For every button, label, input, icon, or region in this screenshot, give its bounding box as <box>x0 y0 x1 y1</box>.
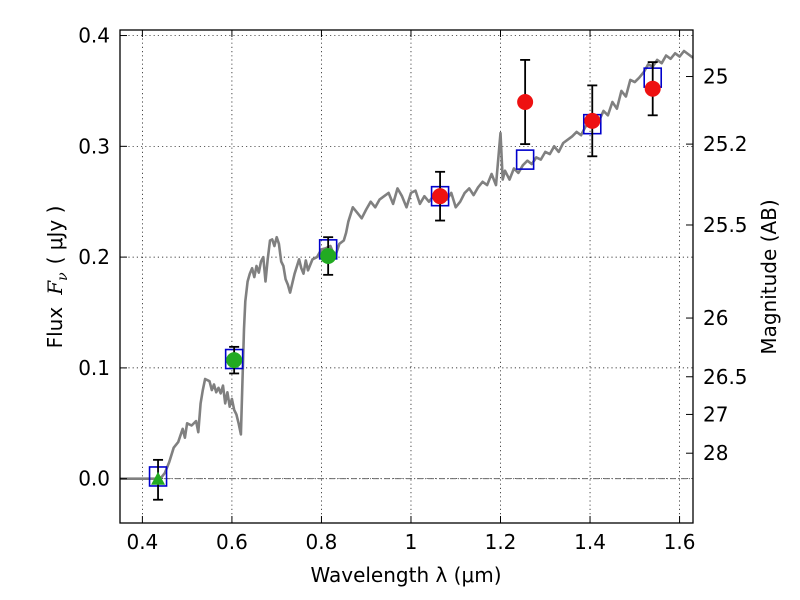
red-data-point <box>432 188 449 205</box>
x-axis-label: Wavelength λ (μm) <box>310 563 501 587</box>
y-axis-label-subscript: ν <box>55 272 71 281</box>
y-tick-label: 0.3 <box>78 134 110 158</box>
green-data-point <box>226 352 243 369</box>
model-photometry-square <box>515 149 535 170</box>
red-data-point <box>517 94 534 111</box>
y-axis-label-unit: ( μJy ) <box>43 206 67 265</box>
y-tick-label: 0.2 <box>78 245 110 269</box>
x-tick-label: 0.4 <box>126 530 158 554</box>
y-axis-label: Flux Fν ( μJy ) <box>43 206 71 349</box>
y-tick-label: 0.0 <box>78 467 110 491</box>
right-axis-label: Magnitude (AB) <box>757 199 781 354</box>
x-tick-label: 0.8 <box>306 530 338 554</box>
plot-frame <box>119 29 694 524</box>
ticks: 0.4 0.6 0.8 1 1.2 1.4 1.6 0.0 0.1 0.2 0.3 0.4 25 25.2… <box>78 24 747 554</box>
x-tick-label: 0.6 <box>216 530 248 554</box>
x-tick-label: 1.2 <box>485 530 517 554</box>
y-axis-label-symbol: F <box>43 280 67 296</box>
y-tick-label: 0.1 <box>78 356 110 380</box>
data-layer <box>120 49 693 501</box>
x-tick-label: 1.6 <box>664 530 696 554</box>
right-tick-label: 25.2 <box>703 132 748 156</box>
red-data-point <box>644 80 661 97</box>
model-spectrum-line <box>120 49 693 480</box>
y-tick-label: 0.4 <box>78 24 110 48</box>
plot-area <box>120 49 693 501</box>
right-tick-label: 26.5 <box>703 365 748 389</box>
right-tick-label: 25 <box>703 65 728 89</box>
right-tick-label: 26 <box>703 306 728 330</box>
x-tick-label: 1 <box>405 530 418 554</box>
grid <box>120 30 693 523</box>
green-data-point <box>320 248 337 265</box>
x-tick-label: 1.4 <box>574 530 606 554</box>
y-axis-label-pre: Flux <box>43 307 67 349</box>
green-triangle-point <box>151 471 166 485</box>
right-tick-label: 25.5 <box>703 213 748 237</box>
right-tick-label: 28 <box>703 441 728 465</box>
red-data-point <box>584 112 601 129</box>
right-tick-label: 27 <box>703 402 728 426</box>
